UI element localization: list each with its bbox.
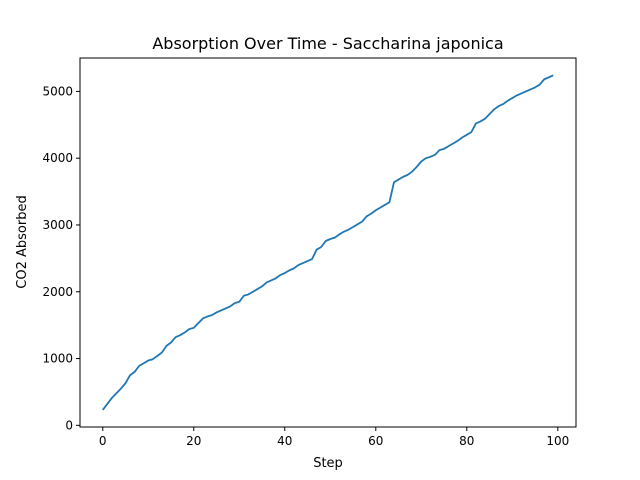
y-tick-label: 3000 — [42, 218, 73, 232]
y-tick-label: 4000 — [42, 151, 73, 165]
y-tick-label: 0 — [65, 418, 73, 432]
series-line-0 — [102, 74, 554, 411]
y-axis-ticks: 0 1000 2000 3000 4000 5000 — [42, 84, 80, 432]
y-tick-label: 2000 — [42, 285, 73, 299]
x-tick-label: 0 — [99, 434, 107, 448]
y-tick-label: 1000 — [42, 352, 73, 366]
x-tick-label: 100 — [546, 434, 569, 448]
x-tick-label: 40 — [277, 434, 292, 448]
plot-frame — [79, 57, 577, 428]
plot-area — [102, 74, 554, 411]
x-tick-label: 80 — [459, 434, 474, 448]
x-tick-label: 20 — [186, 434, 201, 448]
y-axis-label: CO2 Absorbed — [15, 195, 30, 288]
x-axis-label: Step — [313, 456, 343, 471]
y-tick-label: 5000 — [42, 84, 73, 98]
x-tick-label: 60 — [368, 434, 383, 448]
x-axis-ticks: 0 20 40 60 80 100 — [99, 427, 569, 448]
chart-title: Absorption Over Time - Saccharina japoni… — [152, 34, 503, 53]
